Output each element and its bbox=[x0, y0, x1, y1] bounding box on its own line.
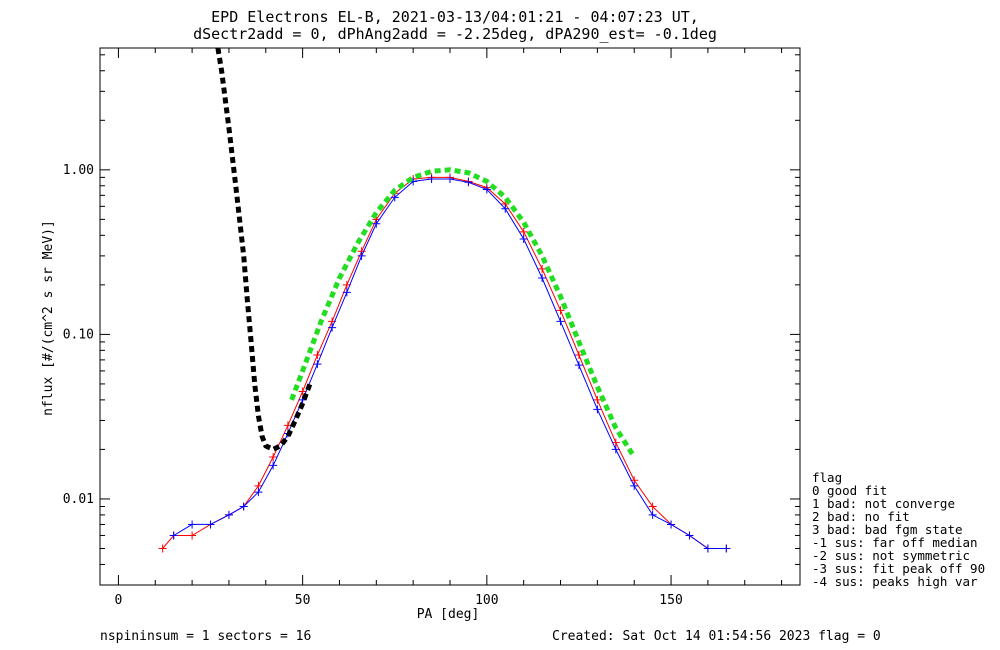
series-1-point bbox=[593, 405, 602, 414]
series-1-point bbox=[357, 251, 366, 260]
series-1-point bbox=[269, 461, 278, 470]
data-layer bbox=[158, 48, 731, 553]
series-1-point bbox=[188, 520, 197, 529]
series-1-point bbox=[611, 445, 620, 454]
series-0-point bbox=[519, 227, 528, 236]
series-1-point bbox=[427, 174, 436, 183]
legend-item: 1 bad: not converge bbox=[812, 496, 955, 511]
series-1-point bbox=[342, 288, 351, 297]
legend-item: -2 sus: not symmetric bbox=[812, 548, 970, 563]
series-0-point bbox=[158, 544, 167, 553]
series-1-point bbox=[630, 481, 639, 490]
legend-item: 3 bad: bad fgm state bbox=[812, 522, 963, 537]
series-0-line bbox=[162, 176, 727, 549]
y-axis-label: nflux [#/(cm^2 s sr MeV)] bbox=[41, 220, 56, 416]
series-0-point bbox=[269, 452, 278, 461]
series-1-point bbox=[206, 520, 215, 529]
series-1-point bbox=[372, 219, 381, 228]
axis-layer: 0 50 100 150 0.01 0.10 1.00 bbox=[63, 47, 801, 608]
series-1-point bbox=[667, 520, 676, 529]
model-line bbox=[215, 48, 313, 453]
series-1-point bbox=[722, 544, 731, 553]
legend-item: -4 sus: peaks high var bbox=[812, 574, 978, 589]
legend-item: 2 bad: no fit bbox=[812, 509, 910, 524]
series-1-point bbox=[703, 544, 712, 553]
series-1-point bbox=[501, 204, 510, 213]
plot-frame bbox=[99, 47, 801, 586]
series-1-point bbox=[224, 510, 233, 519]
x-tick-label: 0 bbox=[115, 593, 123, 608]
series-1-point bbox=[446, 174, 454, 183]
series-0-point bbox=[188, 531, 197, 540]
legend-item: 0 good fit bbox=[812, 483, 887, 498]
series-1-point bbox=[519, 234, 528, 243]
y-tick-label: 0.10 bbox=[63, 327, 94, 342]
x-tick-label: 50 bbox=[295, 593, 311, 608]
series-1-point bbox=[328, 323, 337, 332]
footer-left: nspininsum = 1 sectors = 16 bbox=[100, 629, 311, 644]
legend: flag 0 good fit 1 bad: not converge 2 ba… bbox=[812, 470, 985, 589]
series-1-point bbox=[254, 488, 263, 497]
series-0-point bbox=[593, 395, 602, 404]
series-1-point bbox=[482, 185, 491, 194]
series-0-point bbox=[298, 387, 307, 396]
series-0-point bbox=[648, 502, 657, 511]
series-0-point bbox=[313, 350, 322, 359]
legend-item: -3 sus: fit peak off 90 bbox=[812, 561, 985, 576]
y-tick-label: 0.01 bbox=[63, 492, 94, 507]
series-1-point bbox=[313, 360, 322, 369]
legend-item: -1 sus: far off median bbox=[812, 535, 978, 550]
series-1-point bbox=[556, 317, 565, 326]
series-1-point bbox=[685, 531, 694, 540]
series-0-point bbox=[538, 264, 547, 273]
series-1-point bbox=[648, 510, 657, 519]
series-0-point bbox=[556, 306, 565, 315]
chart-subtitle: dSectr2add = 0, dPhAng2add = -2.25deg, d… bbox=[193, 25, 717, 43]
x-tick-label: 100 bbox=[475, 593, 498, 608]
legend-title: flag bbox=[812, 470, 842, 485]
series-1-point bbox=[169, 531, 178, 540]
series-1-point bbox=[538, 274, 547, 283]
series-1-point bbox=[464, 178, 473, 187]
x-axis-label: PA [deg] bbox=[417, 607, 480, 622]
chart-title: EPD Electrons EL-B, 2021-03-13/04:01:21 … bbox=[211, 8, 699, 26]
footer-right: Created: Sat Oct 14 01:54:56 2023 flag =… bbox=[552, 629, 881, 644]
series-1-point bbox=[574, 361, 583, 370]
series-1-point bbox=[390, 193, 399, 202]
x-tick-label: 150 bbox=[659, 593, 682, 608]
series-1-point bbox=[239, 502, 248, 511]
fit-line bbox=[289, 167, 637, 459]
y-tick-label: 1.00 bbox=[63, 163, 94, 178]
